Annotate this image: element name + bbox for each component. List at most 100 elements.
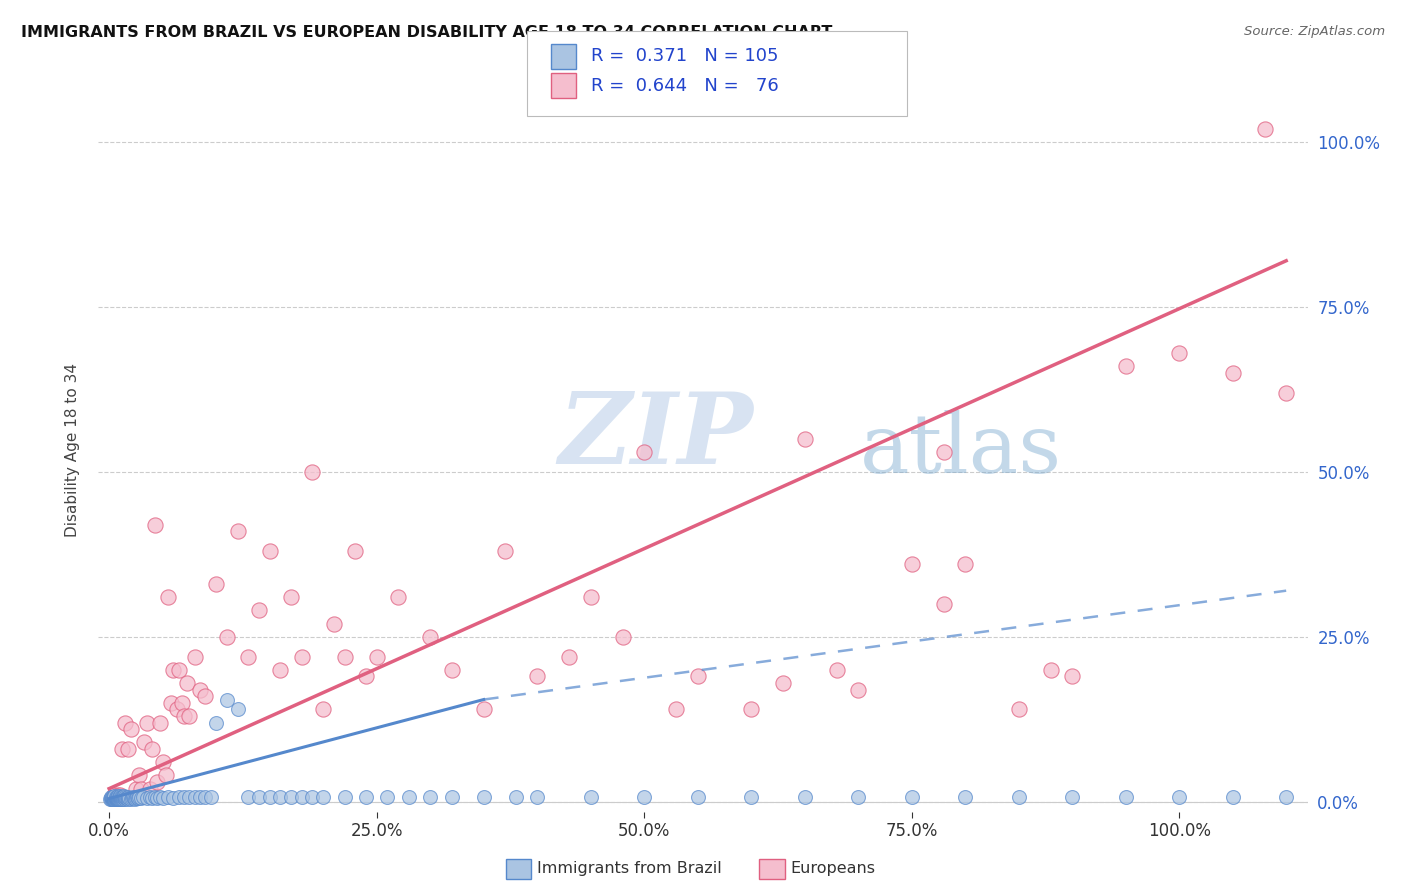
- Point: [238, 649, 260, 664]
- Point: [104, 789, 127, 804]
- Point: [247, 603, 270, 617]
- Point: [107, 791, 129, 805]
- Point: [179, 709, 201, 723]
- Point: [633, 789, 655, 804]
- Point: [103, 789, 125, 803]
- Point: [114, 791, 136, 805]
- Point: [194, 690, 217, 704]
- Y-axis label: Disability Age 18 to 34: Disability Age 18 to 34: [65, 363, 80, 538]
- Point: [127, 790, 149, 805]
- Point: [105, 790, 128, 805]
- Point: [1115, 359, 1137, 374]
- Point: [183, 649, 205, 664]
- Point: [322, 616, 344, 631]
- Text: atlas: atlas: [860, 410, 1063, 491]
- Point: [155, 768, 177, 782]
- Point: [149, 790, 172, 805]
- Point: [1115, 789, 1137, 804]
- Point: [166, 702, 188, 716]
- Point: [1329, 789, 1351, 804]
- Point: [846, 682, 869, 697]
- Point: [526, 789, 548, 804]
- Point: [125, 790, 148, 805]
- Point: [472, 789, 495, 804]
- Point: [269, 663, 291, 677]
- Point: [115, 790, 138, 805]
- Point: [143, 517, 166, 532]
- Point: [167, 790, 190, 805]
- Point: [665, 702, 688, 716]
- Point: [200, 790, 222, 805]
- Point: [740, 789, 762, 804]
- Point: [117, 789, 139, 804]
- Point: [188, 682, 211, 697]
- Point: [101, 790, 124, 805]
- Point: [333, 649, 356, 664]
- Point: [259, 789, 281, 804]
- Point: [141, 742, 163, 756]
- Point: [793, 789, 815, 804]
- Point: [333, 789, 356, 804]
- Point: [156, 790, 179, 805]
- Point: [98, 791, 121, 805]
- Point: [1222, 789, 1244, 804]
- Point: [146, 790, 169, 805]
- Point: [105, 789, 128, 804]
- Point: [104, 790, 127, 805]
- Point: [387, 591, 409, 605]
- Point: [440, 789, 463, 804]
- Point: [107, 789, 129, 803]
- Point: [194, 789, 217, 804]
- Point: [1168, 789, 1191, 804]
- Point: [179, 790, 201, 805]
- Point: [205, 577, 228, 591]
- Point: [301, 465, 323, 479]
- Point: [188, 790, 211, 805]
- Point: [118, 790, 141, 805]
- Point: [103, 790, 125, 805]
- Point: [107, 790, 129, 805]
- Text: ZIP: ZIP: [558, 388, 752, 484]
- Point: [1062, 669, 1084, 683]
- Point: [125, 790, 148, 805]
- Point: [105, 791, 128, 805]
- Text: Immigrants from Brazil: Immigrants from Brazil: [537, 862, 721, 876]
- Point: [526, 669, 548, 683]
- Point: [149, 715, 172, 730]
- Point: [124, 791, 146, 805]
- Point: [108, 789, 131, 803]
- Point: [312, 789, 335, 804]
- Point: [132, 790, 155, 805]
- Point: [139, 790, 162, 805]
- Point: [170, 696, 193, 710]
- Point: [633, 445, 655, 459]
- Point: [167, 663, 190, 677]
- Point: [111, 742, 134, 756]
- Point: [366, 649, 388, 664]
- Point: [110, 791, 132, 805]
- Point: [117, 790, 139, 805]
- Point: [238, 789, 260, 804]
- Point: [108, 790, 131, 805]
- Point: [1275, 385, 1298, 400]
- Point: [269, 789, 291, 804]
- Point: [139, 781, 162, 796]
- Point: [143, 790, 166, 805]
- Point: [103, 790, 125, 805]
- Point: [103, 791, 125, 805]
- Point: [152, 790, 174, 805]
- Point: [114, 790, 136, 805]
- Point: [134, 735, 156, 749]
- Point: [686, 789, 709, 804]
- Point: [112, 789, 135, 804]
- Point: [205, 715, 228, 730]
- Point: [162, 663, 184, 677]
- Point: [121, 790, 143, 805]
- Point: [793, 432, 815, 446]
- Point: [900, 558, 922, 572]
- Point: [932, 597, 955, 611]
- Point: [103, 791, 125, 805]
- Text: Europeans: Europeans: [790, 862, 875, 876]
- Point: [344, 544, 367, 558]
- Point: [226, 524, 249, 539]
